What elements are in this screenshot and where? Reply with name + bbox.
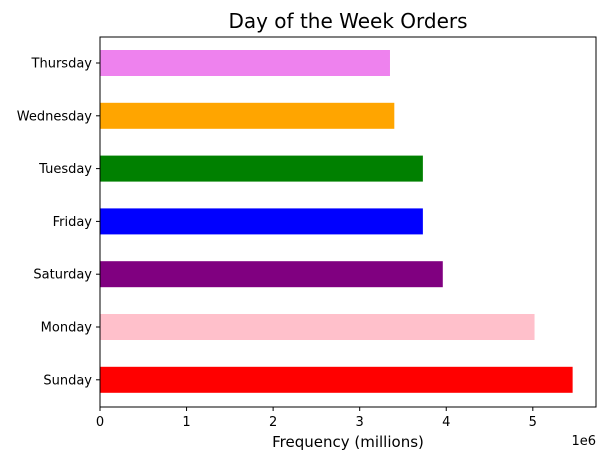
- y-tick-label-wednesday: Wednesday: [17, 109, 93, 124]
- x-tick-label: 5: [529, 415, 537, 430]
- x-tick-label: 0: [96, 415, 104, 430]
- bars-group: [100, 50, 573, 393]
- bar-thursday: [100, 50, 390, 76]
- y-tick-label-thursday: Thursday: [31, 57, 93, 72]
- x-tick-label: 3: [356, 415, 364, 430]
- x-axis-offset-label: 1e6: [571, 434, 596, 449]
- y-tick-label-sunday: Sunday: [43, 373, 92, 388]
- chart-title: Day of the Week Orders: [228, 9, 467, 33]
- x-tick-label: 1: [182, 415, 190, 430]
- bar-saturday: [100, 261, 443, 288]
- y-tick-label-saturday: Saturday: [33, 268, 92, 283]
- y-tick-label-tuesday: Tuesday: [38, 162, 92, 177]
- bar-sunday: [100, 366, 573, 393]
- y-tick-label-monday: Monday: [41, 321, 93, 336]
- x-axis-label: Frequency (millions): [272, 433, 424, 451]
- bar-wednesday: [100, 102, 395, 129]
- x-tick-label: 4: [442, 415, 450, 430]
- x-tick-label: 2: [269, 415, 277, 430]
- bar-tuesday: [100, 155, 423, 182]
- x-axis-ticks: 0 1 2 3 4 5: [96, 407, 537, 430]
- y-tick-label-friday: Friday: [53, 215, 93, 230]
- plot-frame: [99, 36, 597, 408]
- bar-monday: [100, 314, 535, 340]
- bar-friday: [100, 208, 423, 235]
- y-axis-ticks: Thursday Wednesday Tuesday Friday Saturday Mo…: [17, 57, 100, 388]
